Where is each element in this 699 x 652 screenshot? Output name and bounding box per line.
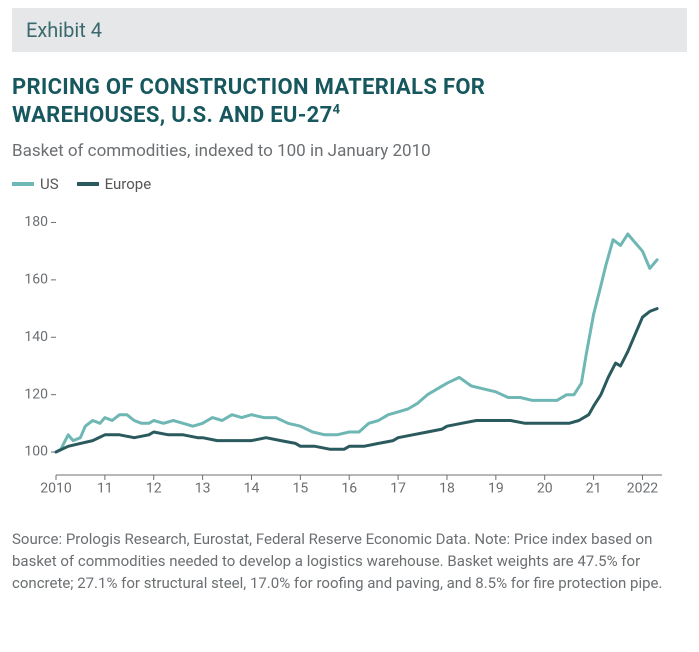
legend: US Europe [12, 175, 687, 193]
legend-item-us: US [12, 175, 59, 193]
svg-text:16: 16 [341, 481, 357, 497]
svg-text:140: 140 [24, 329, 48, 345]
svg-text:13: 13 [195, 481, 211, 497]
chart: 1001201401601802010111213141516171819202… [12, 199, 687, 513]
svg-text:11: 11 [97, 481, 113, 497]
svg-text:14: 14 [244, 481, 260, 497]
line-chart-svg: 1001201401601802010111213141516171819202… [12, 199, 672, 509]
svg-text:15: 15 [292, 481, 308, 497]
source-note: Source: Prologis Research, Eurostat, Fed… [12, 529, 687, 594]
svg-text:100: 100 [24, 444, 48, 460]
legend-swatch-eu [77, 182, 99, 186]
chart-title: PRICING OF CONSTRUCTION MATERIALS FOR WA… [12, 74, 687, 129]
svg-text:180: 180 [24, 214, 48, 230]
exhibit-label: Exhibit 4 [12, 8, 687, 52]
legend-label-us: US [40, 175, 59, 193]
svg-text:120: 120 [24, 386, 48, 402]
legend-label-eu: Europe [105, 175, 152, 193]
svg-text:18: 18 [439, 481, 455, 497]
title-sup: 4 [333, 102, 341, 117]
svg-text:160: 160 [24, 272, 48, 288]
svg-text:20: 20 [537, 481, 553, 497]
svg-text:2010: 2010 [40, 481, 72, 497]
svg-text:21: 21 [586, 481, 602, 497]
title-line1: PRICING OF CONSTRUCTION MATERIALS FOR [12, 75, 485, 100]
svg-text:17: 17 [390, 481, 406, 497]
legend-swatch-us [12, 182, 34, 186]
chart-subtitle: Basket of commodities, indexed to 100 in… [12, 141, 687, 161]
title-line2: WAREHOUSES, U.S. AND EU-27 [12, 103, 333, 128]
svg-text:12: 12 [146, 481, 162, 497]
svg-text:19: 19 [488, 481, 504, 497]
legend-item-eu: Europe [77, 175, 152, 193]
svg-text:2022: 2022 [627, 481, 659, 497]
